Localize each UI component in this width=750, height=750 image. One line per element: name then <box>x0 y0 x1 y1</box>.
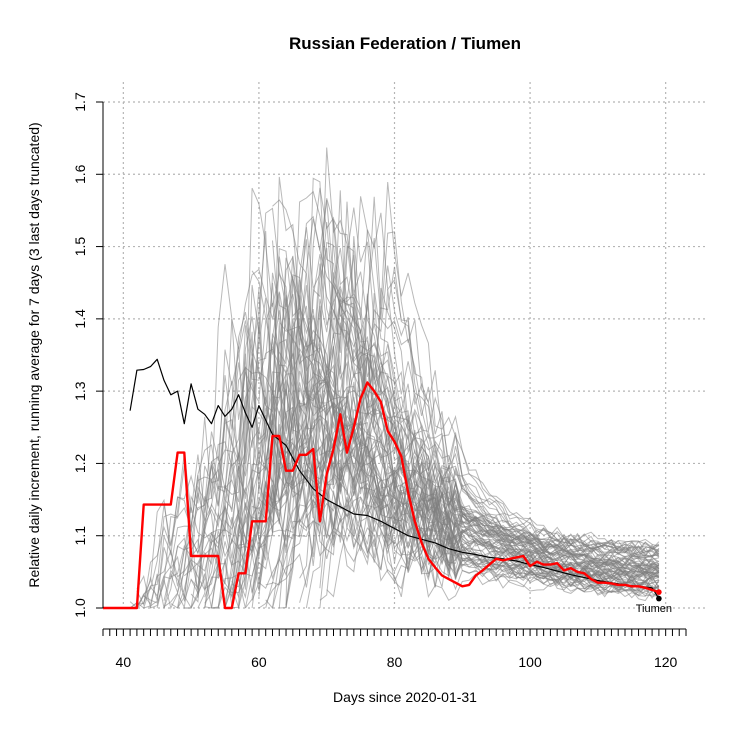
x-axis-label: Days since 2020-01-31 <box>333 689 477 705</box>
series-line-russia <box>129 358 660 599</box>
background-series-group <box>129 147 660 610</box>
background-series-line <box>129 231 659 609</box>
background-series-line <box>211 247 660 609</box>
x-tick-label: 80 <box>387 654 403 670</box>
background-series-line <box>265 460 660 588</box>
y-tick-label: 1.4 <box>72 309 88 329</box>
y-tick-label: 1.0 <box>72 598 88 618</box>
background-series-line <box>272 199 660 566</box>
background-series-line <box>279 352 659 609</box>
y-axis-label: Relative daily increment, running averag… <box>26 122 42 587</box>
x-tick-label: 40 <box>116 654 132 670</box>
background-series-line <box>319 398 659 609</box>
axes: 1.0 1.1 1.2 1.3 1.4 1.5 1.6 1.7 40 60 80 100 120 <box>72 92 687 670</box>
series-endpoint-tiumen <box>656 589 662 595</box>
series-line-tiumen <box>103 381 660 610</box>
y-tick-label: 1.6 <box>72 164 88 184</box>
background-series-line <box>163 316 660 609</box>
y-tick-label: 1.7 <box>72 92 88 112</box>
tiumen-end-label: Tiumen <box>636 603 672 615</box>
background-series-line <box>238 187 660 609</box>
y-tick-label: 1.1 <box>72 526 88 546</box>
series-endpoint-russia <box>656 595 662 602</box>
x-tick-label: 100 <box>518 654 542 670</box>
background-series-line <box>231 368 660 609</box>
y-tick-label: 1.5 <box>72 237 88 257</box>
background-series-line <box>177 254 660 609</box>
series-group <box>103 358 662 610</box>
x-tick-label: 60 <box>251 654 267 670</box>
x-tick-label: 120 <box>654 654 678 670</box>
background-series-line <box>244 284 659 609</box>
background-series-line <box>217 222 660 606</box>
chart-title: Russian Federation / Tiumen <box>289 34 521 53</box>
background-series-line <box>299 219 660 579</box>
background-series-line <box>231 340 660 609</box>
y-tick-label: 1.3 <box>72 381 88 401</box>
y-tick-label: 1.2 <box>72 453 88 473</box>
background-series-line <box>136 264 659 609</box>
background-series-line <box>136 177 660 609</box>
background-series-line <box>285 147 660 609</box>
background-series-line <box>251 385 659 601</box>
background-series-line <box>190 325 660 590</box>
